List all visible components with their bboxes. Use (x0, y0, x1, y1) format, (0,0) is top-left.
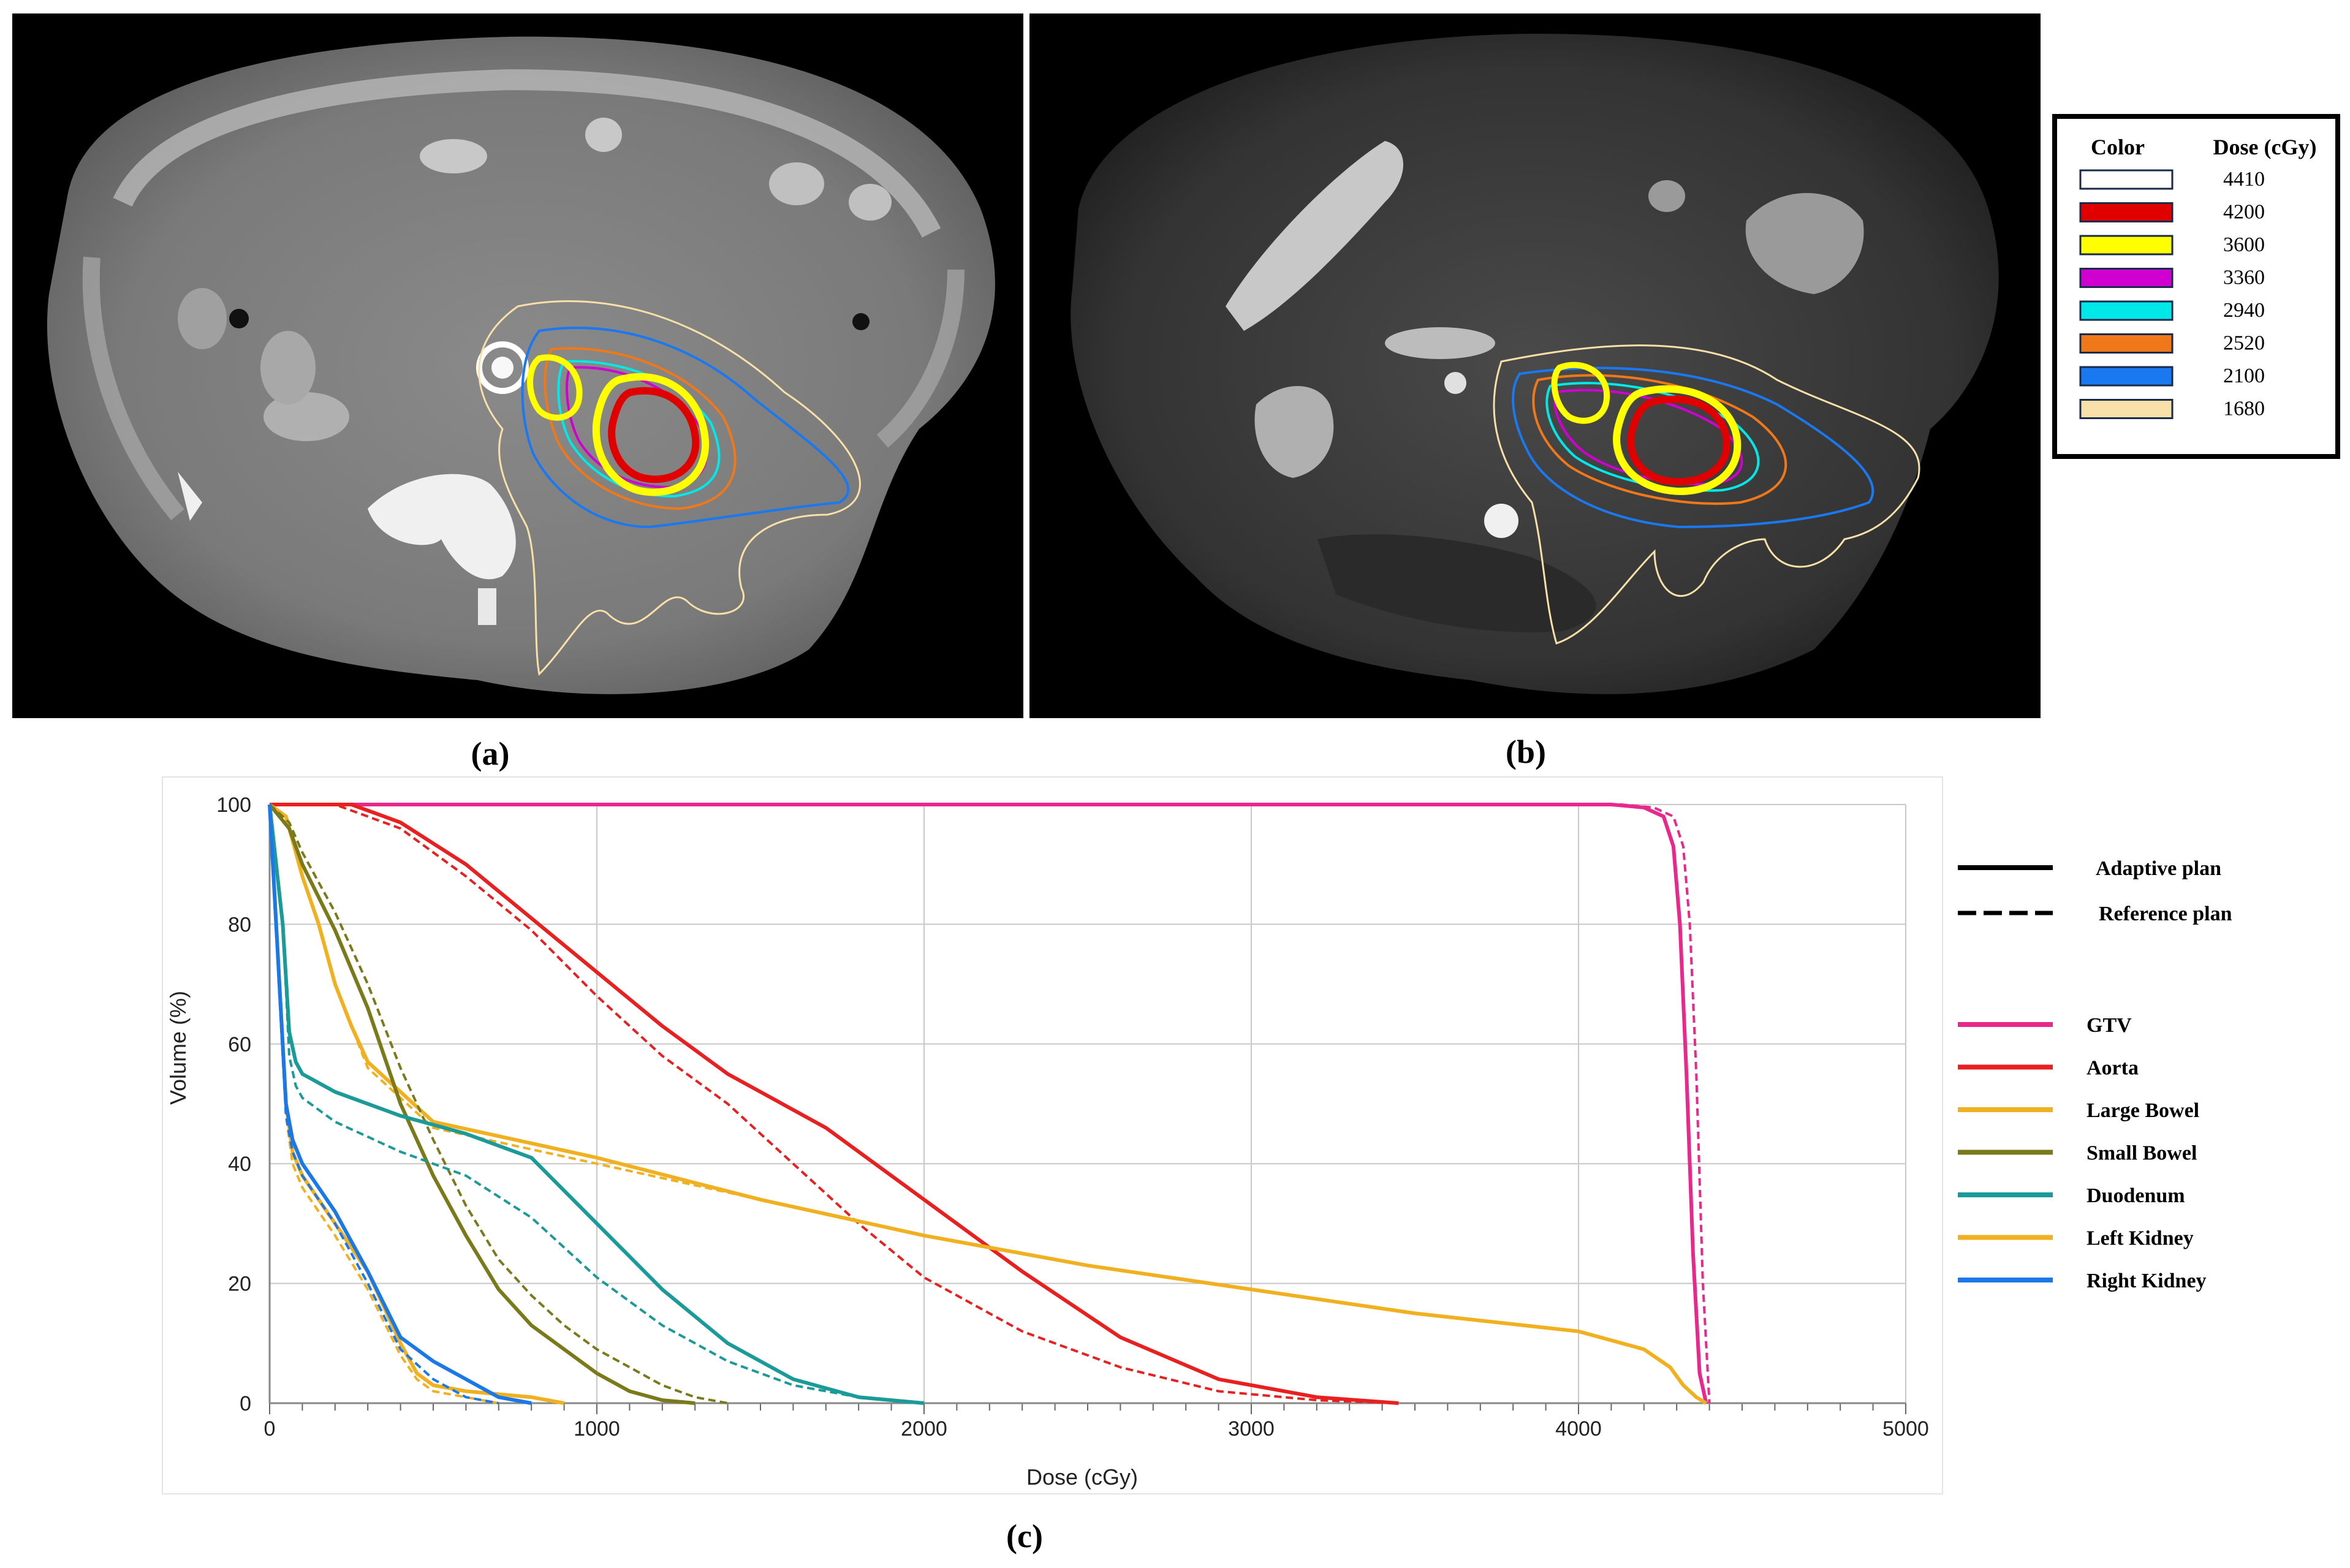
legend-dose-header: Dose (cGy) (2213, 135, 2317, 159)
dose-color-legend: Color Dose (cGy) 4410 4200 3600 3360 2940 252… (2052, 114, 2340, 459)
legend-swatch-1680 (2079, 399, 2174, 419)
legend-dose-4200: 4200 (2223, 201, 2265, 224)
dvh-chart: 0 1000 2000 3000 4000 5000 0 20 40 60 80 100 Dose (… (162, 776, 1943, 1494)
x-tick-label: 0 (264, 1417, 276, 1441)
reference-plan-label: Reference plan (2099, 903, 2232, 925)
legend-dose-2940: 2940 (2223, 299, 2265, 322)
legend-swatch-4410 (2079, 169, 2174, 190)
legend-dose-1680: 1680 (2223, 398, 2265, 420)
series-gtv-adaptive (270, 803, 1708, 1404)
y-tick-label: 60 (228, 1033, 251, 1056)
x-axis-label: Dose (cGy) (1026, 1464, 1138, 1490)
adaptive-plan-label: Adaptive plan (2096, 857, 2221, 880)
legend-label-duodenum: Duodenum (2087, 1184, 2185, 1207)
legend-swatch-3360 (2079, 268, 2174, 288)
y-tick-label: 0 (240, 1392, 251, 1415)
legend-label-large-bowel: Large Bowel (2087, 1099, 2199, 1122)
x-tick-label: 3000 (1228, 1417, 1275, 1441)
panel-c-label: (c) (1006, 1518, 1043, 1555)
series-small-bowel-adaptive (268, 803, 696, 1405)
x-tick-label: 2000 (901, 1417, 947, 1441)
legend-dose-4410: 4410 (2223, 168, 2265, 191)
y-tick-label: 20 (228, 1273, 251, 1296)
legend-swatch-2100 (2079, 366, 2174, 387)
legend-swatch-4200 (2079, 202, 2174, 222)
legend-label-left-kidney: Left Kidney (2087, 1227, 2194, 1250)
y-axis-label: Volume (%) (165, 991, 191, 1105)
series-gtv-reference (270, 803, 1711, 1404)
mr-image-panel (1029, 13, 2041, 718)
legend-label-aorta: Aorta (2087, 1057, 2139, 1080)
legend-label-gtv: GTV (2087, 1014, 2132, 1037)
y-tick-label: 40 (228, 1153, 251, 1176)
legend-swatch-3600 (2079, 235, 2174, 256)
legend-swatch-2940 (2079, 300, 2174, 321)
legend-label-small-bowel: Small Bowel (2087, 1142, 2197, 1165)
ct-image-panel (12, 13, 1023, 718)
series-aorta-adaptive (270, 803, 1399, 1405)
legend-dose-3600: 3600 (2223, 233, 2265, 256)
panel-a-label: (a) (471, 735, 510, 772)
panel-b-label: (b) (1506, 733, 1546, 770)
legend-dose-2100: 2100 (2223, 365, 2265, 387)
series-aorta-reference (270, 803, 1399, 1404)
legend-swatch-2520 (2079, 333, 2174, 354)
y-tick-label: 100 (216, 793, 251, 817)
legend-dose-3360: 3360 (2223, 267, 2265, 289)
x-tick-label: 4000 (1555, 1417, 1602, 1441)
series-right-kidney-reference (268, 804, 499, 1404)
legend-color-header: Color (2091, 135, 2145, 159)
series-duodenum-reference (268, 804, 925, 1404)
legend-dose-2520: 2520 (2223, 332, 2265, 355)
x-tick-label: 5000 (1882, 1417, 1929, 1441)
dvh-legend: Adaptive plan Reference plan GTV Aorta Lar… (1958, 857, 2232, 1292)
x-tick-label: 1000 (574, 1417, 620, 1441)
y-tick-label: 80 (228, 913, 251, 936)
series-large-bowel-reference (268, 803, 1707, 1404)
series-duodenum-adaptive (268, 804, 925, 1405)
legend-label-right-kidney: Right Kidney (2087, 1270, 2207, 1292)
series-small-bowel-reference (268, 803, 728, 1404)
